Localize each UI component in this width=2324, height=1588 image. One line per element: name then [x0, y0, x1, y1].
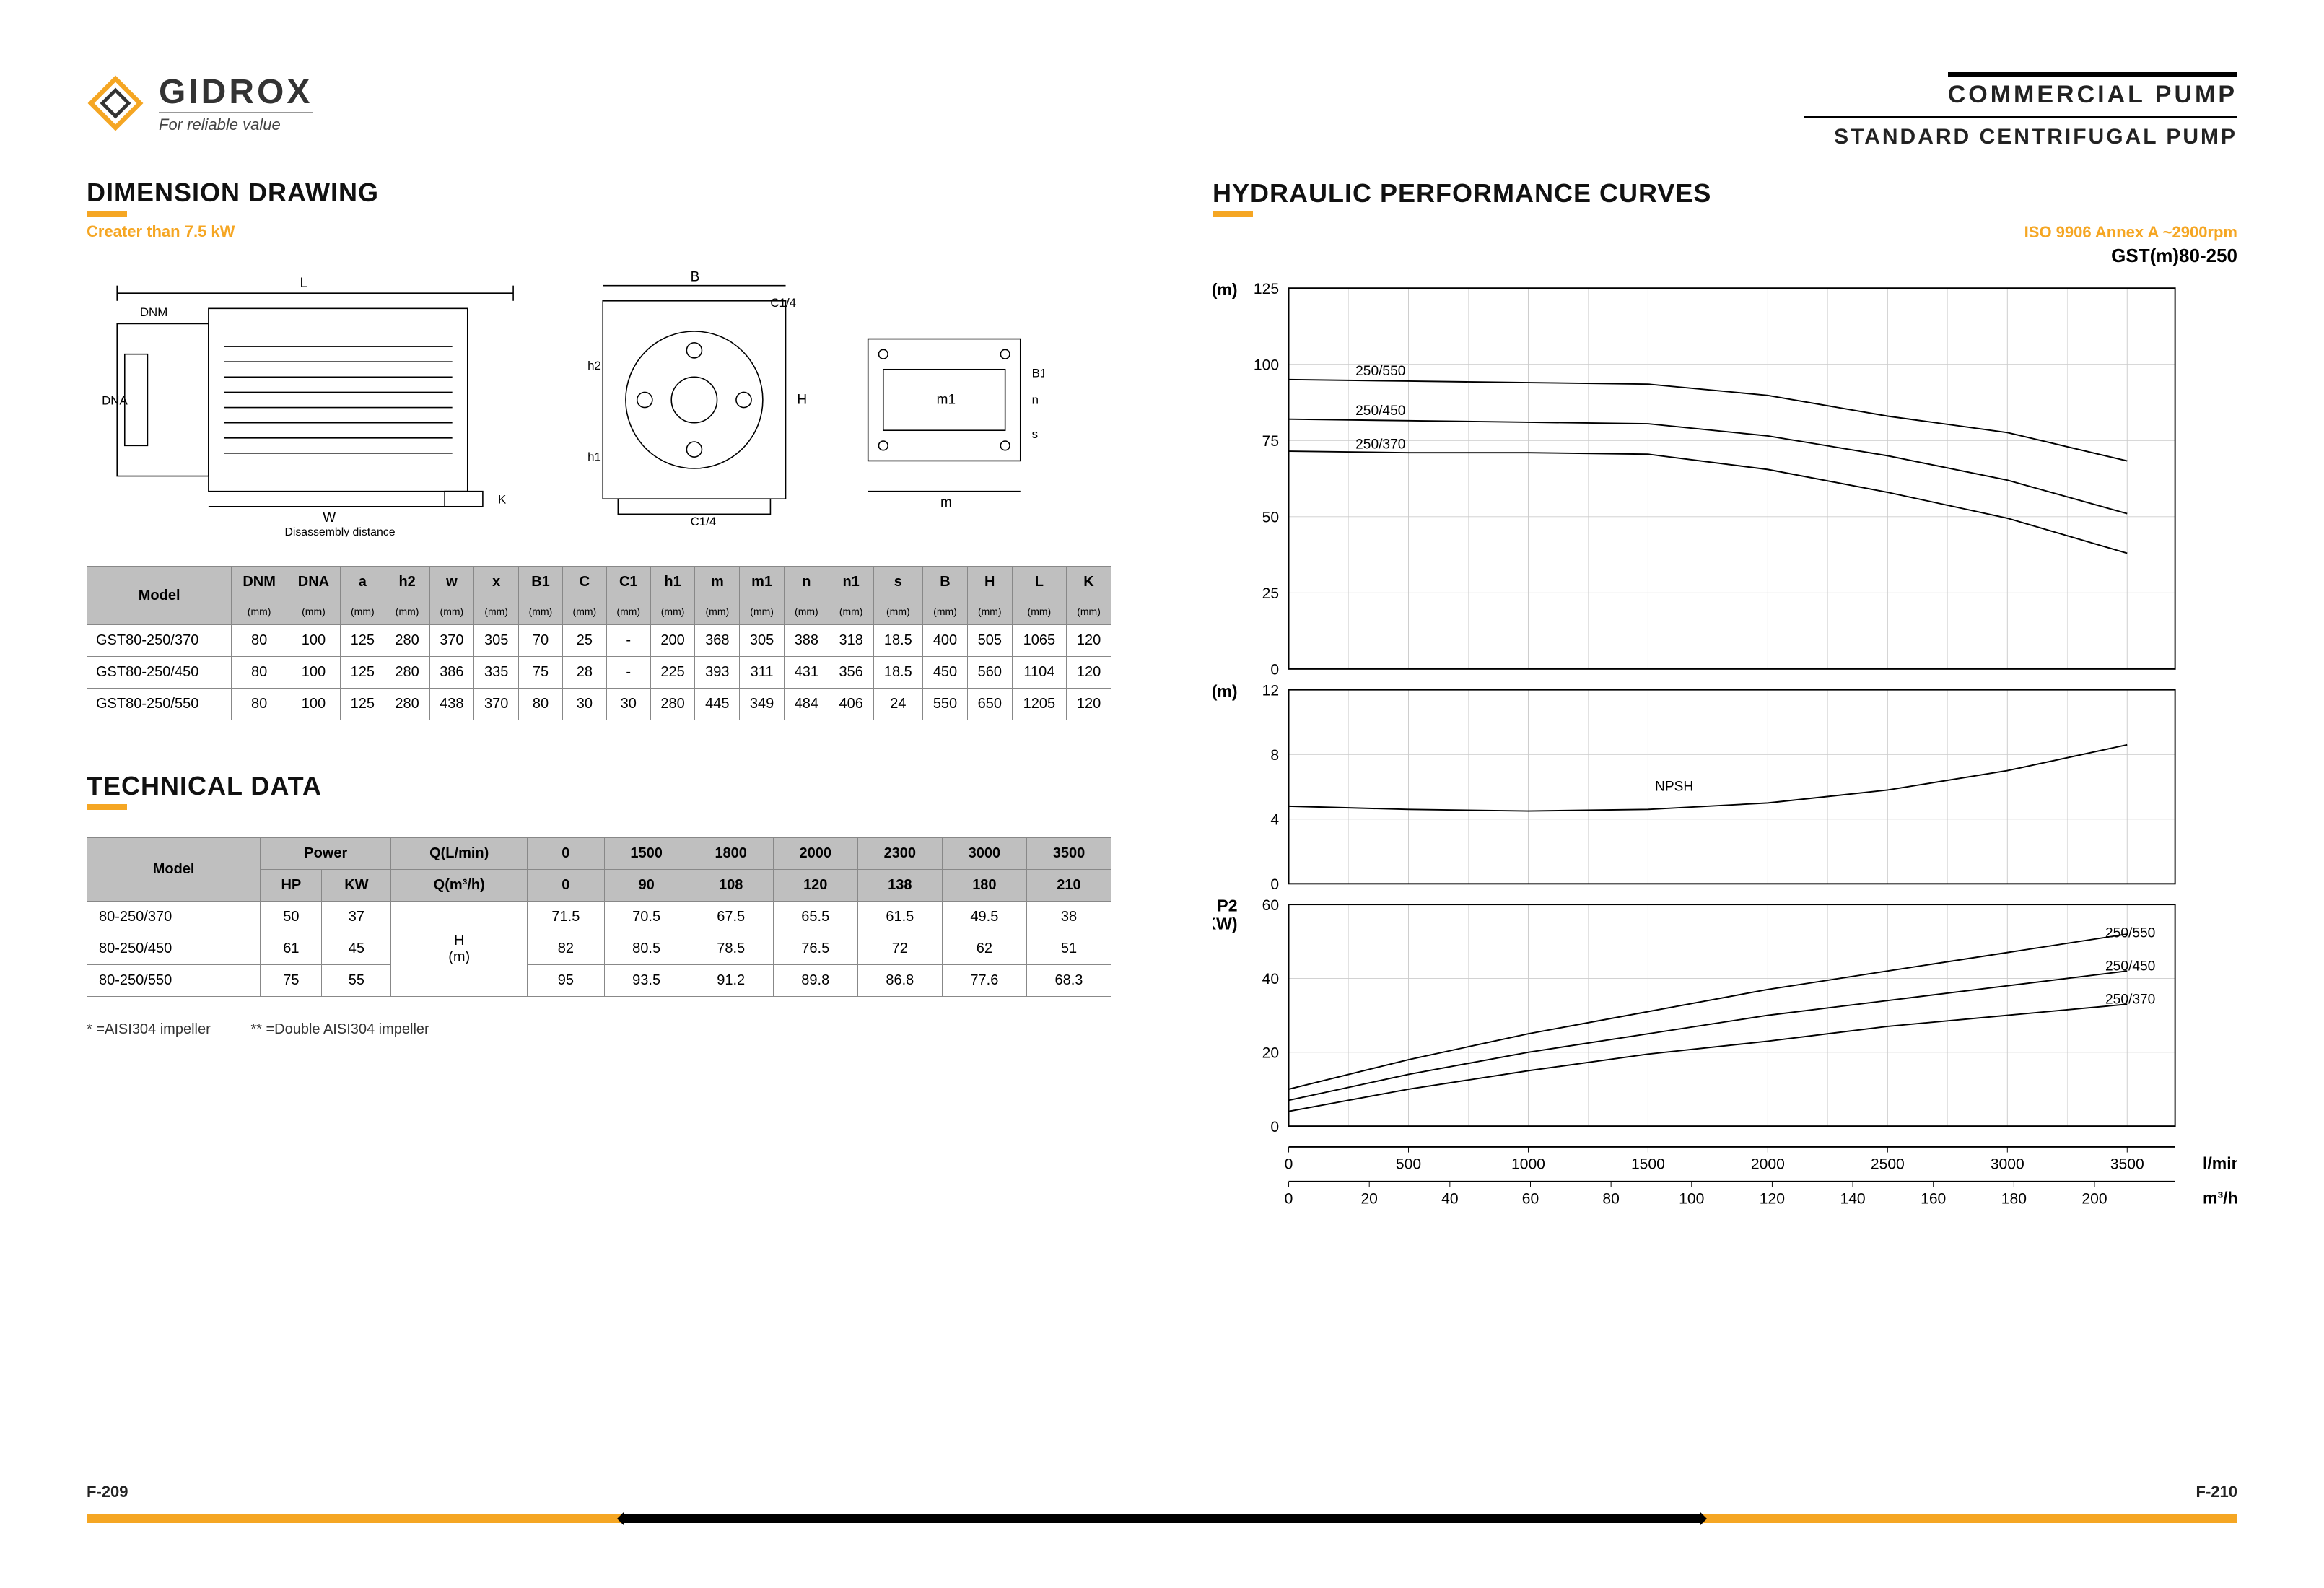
svg-text:B: B — [691, 269, 700, 284]
svg-text:120: 120 — [1760, 1191, 1785, 1208]
footer-bar — [87, 1514, 2237, 1523]
svg-text:l/min: l/min — [2203, 1154, 2237, 1173]
svg-text:NPSH: NPSH — [1655, 779, 1693, 794]
footnote-1: * =AISI304 impeller — [87, 1021, 211, 1037]
logo-icon — [87, 74, 144, 132]
svg-text:180: 180 — [2001, 1191, 2027, 1208]
svg-text:25: 25 — [1262, 585, 1279, 602]
svg-text:n: n — [1032, 393, 1039, 406]
svg-text:3500: 3500 — [2110, 1156, 2144, 1173]
svg-text:40: 40 — [1441, 1191, 1458, 1208]
svg-text:500: 500 — [1396, 1156, 1421, 1173]
svg-text:20: 20 — [1262, 1044, 1279, 1061]
section-dimension-subtitle: Creater than 7.5 kW — [87, 222, 1111, 241]
svg-text:h1: h1 — [587, 450, 601, 463]
svg-text:250/450: 250/450 — [2105, 959, 2155, 974]
drawing-top-view: m1 m B1 s n — [845, 263, 1043, 537]
svg-text:m³/h: m³/h — [2203, 1189, 2237, 1208]
svg-text:s: s — [1032, 427, 1038, 441]
svg-text:160: 160 — [1921, 1191, 1946, 1208]
svg-text:100: 100 — [1679, 1191, 1704, 1208]
svg-text:0: 0 — [1270, 662, 1279, 679]
svg-text:40: 40 — [1262, 971, 1279, 987]
drawing-front-view: B H h2 h1 C1/4 C1/4 — [572, 263, 816, 537]
section-curves-title: HYDRAULIC PERFORMANCE CURVES — [1213, 178, 2237, 209]
svg-text:60: 60 — [1262, 897, 1279, 914]
svg-text:250/370: 250/370 — [1355, 437, 1405, 452]
svg-text:1000: 1000 — [1511, 1156, 1545, 1173]
svg-text:250/370: 250/370 — [2105, 992, 2155, 1008]
drawing-side-view: L W DNA DNM K Disassembly distance — [87, 263, 543, 537]
svg-text:140: 140 — [1840, 1191, 1865, 1208]
chart-header: ISO 9906 Annex A ~2900rpm GST(m)80-250 — [1213, 223, 2237, 267]
svg-text:12: 12 — [1262, 682, 1279, 699]
svg-text:2500: 2500 — [1871, 1156, 1905, 1173]
dimension-drawing: L W DNA DNM K Disassembly distance B — [87, 263, 1111, 537]
brand-name: GIDROX — [159, 72, 313, 112]
svg-text:50: 50 — [1262, 509, 1279, 525]
svg-text:C1/4: C1/4 — [691, 515, 717, 528]
svg-text:DNM: DNM — [140, 305, 167, 319]
svg-text:60: 60 — [1522, 1191, 1539, 1208]
svg-text:(KW): (KW) — [1213, 915, 1238, 933]
svg-text:h2: h2 — [587, 359, 601, 372]
svg-text:0: 0 — [1270, 876, 1279, 893]
svg-text:m1: m1 — [937, 392, 956, 407]
title-underline — [87, 804, 127, 810]
svg-text:8: 8 — [1270, 747, 1279, 764]
svg-text:0: 0 — [1285, 1156, 1293, 1173]
svg-text:75: 75 — [1262, 433, 1279, 450]
svg-text:1500: 1500 — [1631, 1156, 1665, 1173]
svg-text:H(m): H(m) — [1213, 681, 1238, 700]
title-underline — [87, 211, 127, 217]
page-number-left: F-209 — [87, 1483, 128, 1501]
svg-text:250/450: 250/450 — [1355, 403, 1405, 419]
header-line2: STANDARD CENTRIFUGAL PUMP — [1213, 125, 2237, 149]
svg-text:20: 20 — [1360, 1191, 1377, 1208]
svg-text:B1: B1 — [1032, 366, 1044, 380]
svg-text:H(m): H(m) — [1213, 280, 1238, 299]
svg-text:250/550: 250/550 — [1355, 364, 1405, 379]
svg-text:200: 200 — [2081, 1191, 2107, 1208]
brand-tagline: For reliable value — [159, 112, 313, 134]
svg-text:4: 4 — [1270, 811, 1279, 828]
footnote-2: ** =Double AISI304 impeller — [250, 1021, 429, 1037]
chart-iso-label: ISO 9906 Annex A ~2900rpm — [1213, 223, 2237, 242]
svg-text:m: m — [940, 495, 952, 510]
svg-text:125: 125 — [1254, 281, 1279, 297]
svg-text:DNA: DNA — [102, 393, 128, 407]
page-category-header: COMMERCIAL PUMP STANDARD CENTRIFUGAL PUM… — [1213, 72, 2237, 149]
svg-text:L: L — [300, 276, 308, 291]
technical-table: ModelPowerQ(L/min)0150018002000230030003… — [87, 837, 1111, 997]
svg-text:2000: 2000 — [1751, 1156, 1785, 1173]
page-number-right: F-210 — [2196, 1483, 2237, 1501]
svg-text:K: K — [498, 493, 507, 507]
svg-text:3000: 3000 — [1991, 1156, 2024, 1173]
svg-text:0: 0 — [1270, 1119, 1279, 1135]
section-dimension-title: DIMENSION DRAWING — [87, 178, 1111, 208]
performance-charts: 0 25 50 75 100 125 H(m) 250/550 250/450 250/370 0 4… — [1213, 274, 2237, 1458]
svg-text:Disassembly distance: Disassembly distance — [284, 526, 395, 537]
table-footnote: * =AISI304 impeller ** =Double AISI304 i… — [87, 1021, 1111, 1038]
svg-text:80: 80 — [1602, 1191, 1619, 1208]
title-underline — [1213, 211, 1253, 217]
svg-text:W: W — [323, 510, 336, 525]
brand-logo: GIDROX For reliable value — [87, 72, 1111, 134]
svg-text:0: 0 — [1285, 1191, 1293, 1208]
svg-text:P2: P2 — [1217, 896, 1237, 915]
chart-model-label: GST(m)80-250 — [1213, 245, 2237, 267]
svg-text:C1/4: C1/4 — [771, 296, 797, 310]
svg-text:250/550: 250/550 — [2105, 926, 2155, 941]
section-technical-title: TECHNICAL DATA — [87, 771, 1111, 801]
header-line1: COMMERCIAL PUMP — [1948, 72, 2237, 109]
svg-text:100: 100 — [1254, 357, 1279, 373]
svg-text:H: H — [798, 392, 808, 407]
dimension-table: ModelDNMDNAah2wxB1CC1h1mm1nn1sBHLK (mm)(… — [87, 566, 1111, 720]
